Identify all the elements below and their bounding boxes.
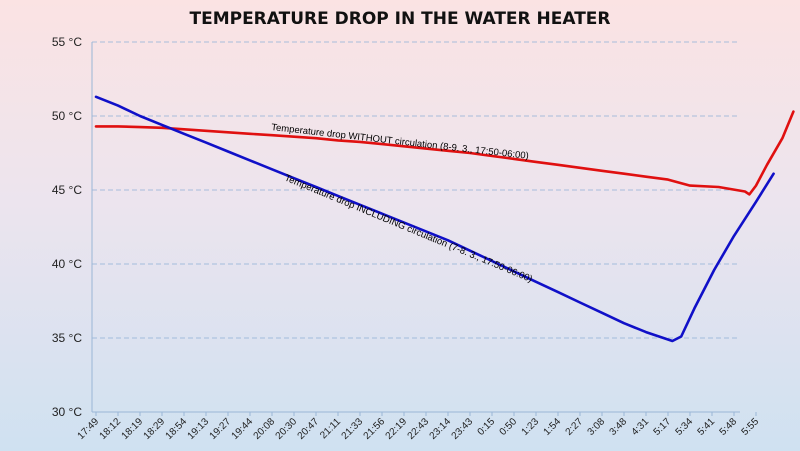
y-tick-label: 55 °C (52, 35, 82, 49)
y-tick-label: 50 °C (52, 109, 82, 123)
axes (91, 42, 740, 413)
y-tick-label: 40 °C (52, 257, 82, 271)
gridlines (92, 41, 740, 339)
series-line-1 (94, 95, 775, 343)
chart-title: TEMPERATURE DROP IN THE WATER HEATER (189, 9, 610, 29)
y-tick-label: 35 °C (52, 331, 82, 345)
y-axis-ticks: 55 °C 50 °C 45 °C 40 °C 35 °C 30 °C (52, 35, 82, 419)
y-tick-label: 45 °C (52, 183, 82, 197)
series-line-0 (94, 110, 795, 196)
series-lines (94, 95, 795, 343)
y-tick-label: 30 °C (52, 405, 82, 419)
